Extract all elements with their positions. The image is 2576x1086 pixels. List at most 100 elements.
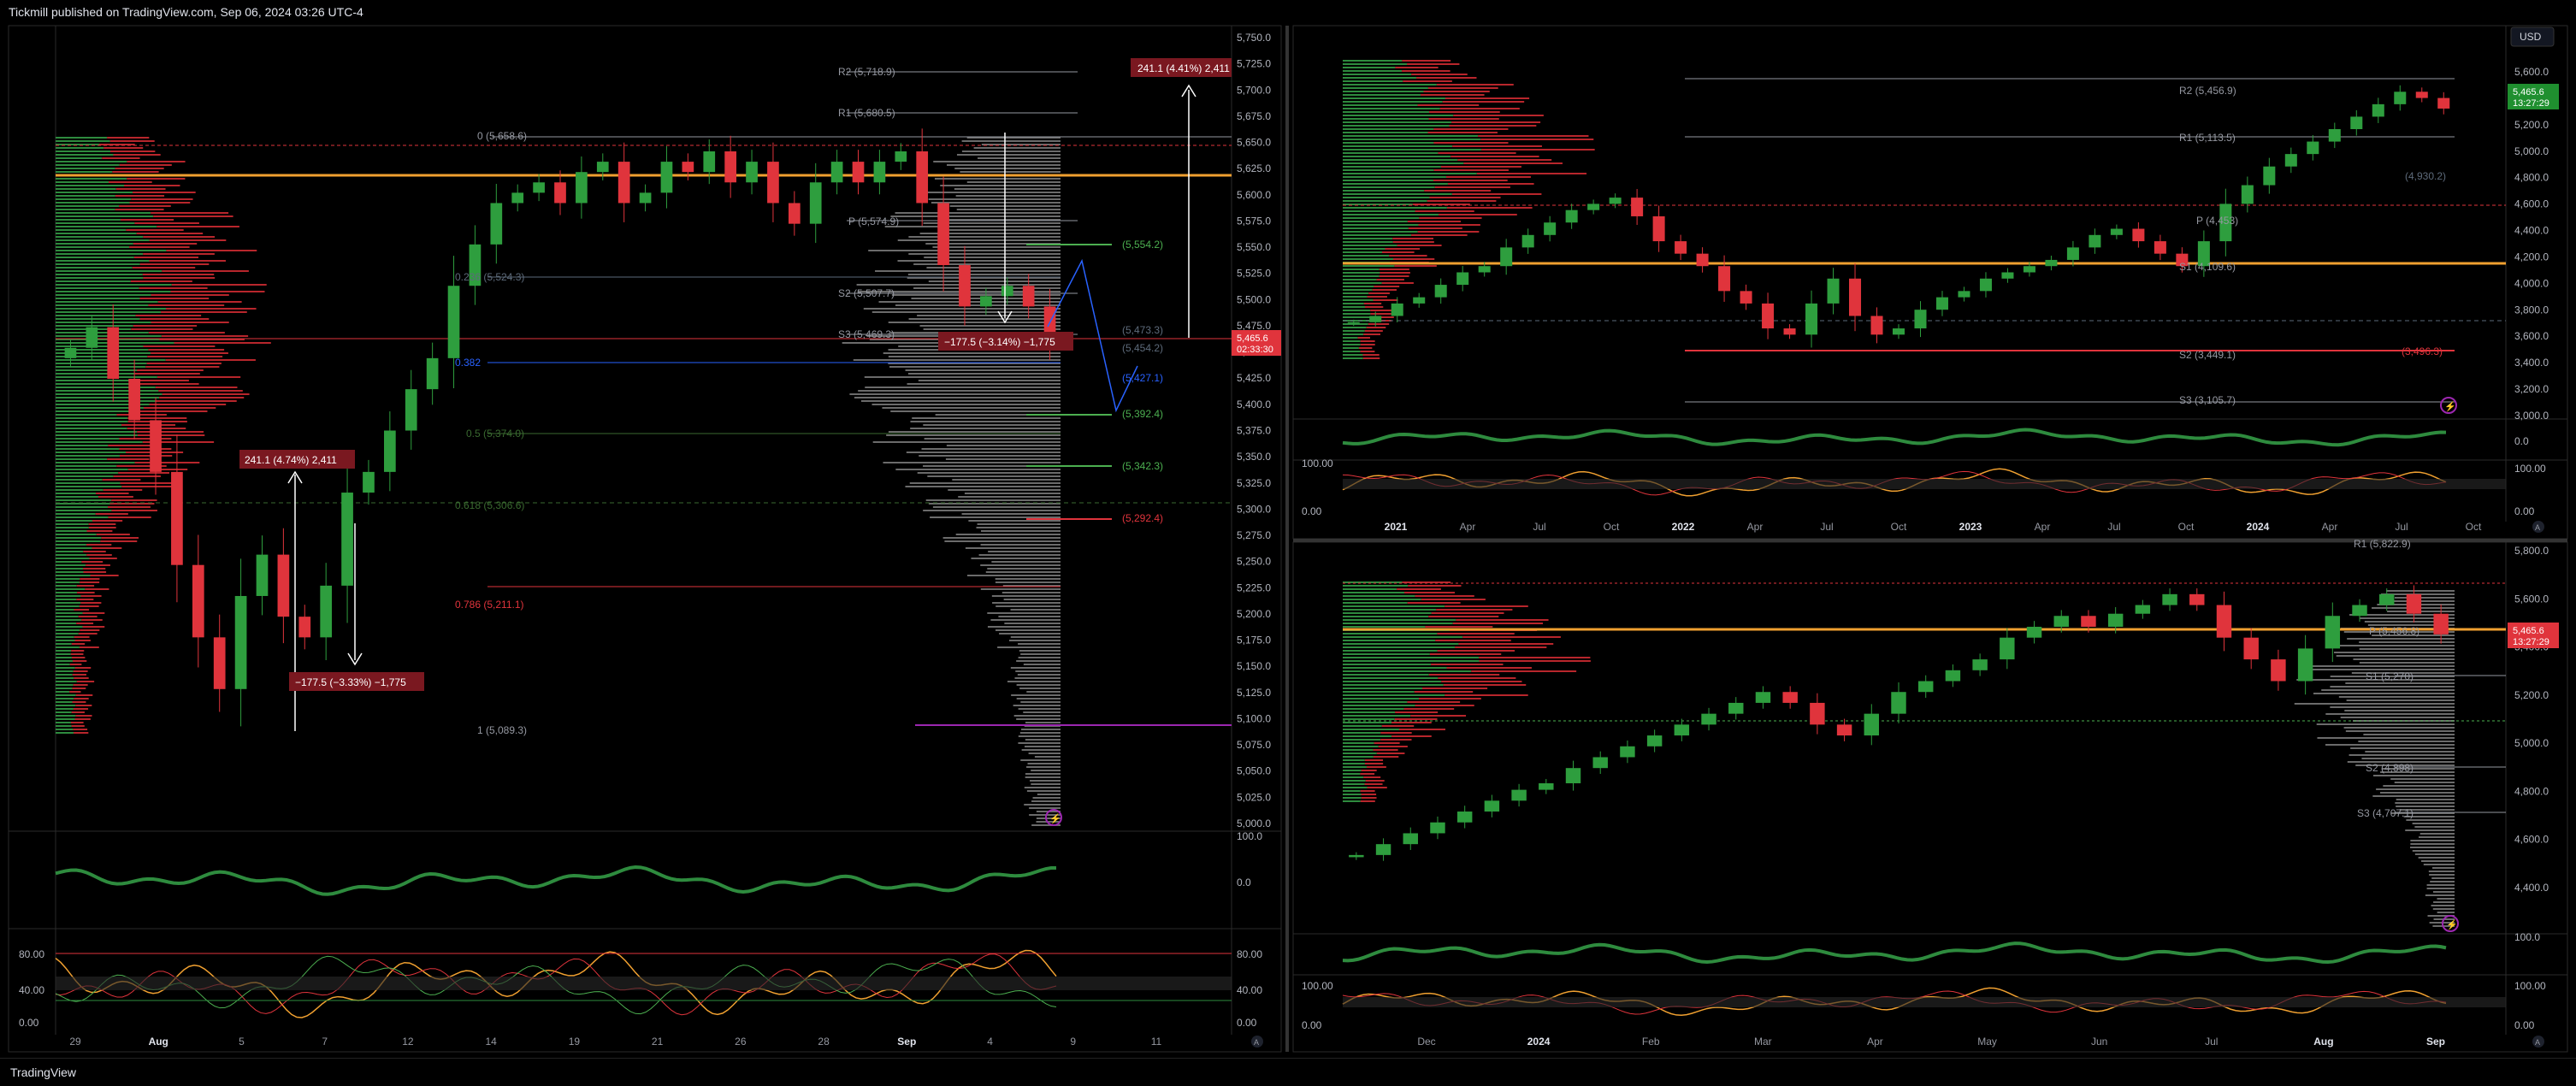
profile-bar (1343, 221, 1408, 222)
scale-settings-icon[interactable]: A (2532, 1036, 2544, 1048)
candle-body (2081, 616, 2096, 627)
profile-bar (56, 178, 127, 180)
time-tick-label: 19 (569, 1036, 581, 1048)
profile-bar (56, 233, 137, 234)
profile-bar (137, 434, 205, 436)
profile-bar (56, 558, 90, 559)
profile-bar (148, 349, 225, 351)
profile-bar (923, 510, 1061, 511)
profile-bar (1407, 221, 1461, 222)
profile-bar (174, 342, 271, 344)
profile-bar (130, 280, 192, 282)
candle-body (2110, 228, 2123, 235)
profile-bar (888, 363, 1061, 364)
pivot-p-label: P (5,574.9) (848, 215, 899, 227)
candle-body (1783, 328, 1796, 335)
fib-0382-label: 0.382 (455, 357, 481, 369)
profile-bar (895, 212, 1061, 214)
profile-bar (928, 280, 1061, 282)
profile-bar (56, 520, 92, 522)
profile-bar (56, 445, 109, 446)
measure-down-large[interactable]: −177.5 (−3.14%) −1,775 (938, 133, 1073, 351)
profile-bar (1415, 210, 1474, 212)
profile-bar (1343, 101, 1443, 103)
profile-bar (56, 595, 81, 597)
profile-bar (134, 373, 200, 375)
profile-bar (1343, 333, 1364, 335)
flash-icon[interactable]: ⚡ (1045, 809, 1062, 826)
profile-bar (56, 455, 120, 457)
price-tick-label: 5,350.0 (1237, 451, 1271, 463)
profile-bar (1374, 286, 1400, 287)
profile-bar (872, 441, 1061, 443)
profile-bar (1446, 207, 1533, 209)
profile-bar (2426, 888, 2455, 889)
profile-bar (928, 503, 1061, 505)
profile-bar (2350, 747, 2455, 749)
profile-bar (1001, 592, 1061, 593)
flash-icon[interactable]: ⚡ (2440, 397, 2457, 414)
profile-bar (82, 612, 105, 614)
profile-bar (56, 465, 117, 467)
profile-bar (910, 428, 1061, 429)
osc-band (1343, 479, 2506, 489)
profile-bar (2325, 713, 2455, 715)
flash-icon[interactable]: ⚡ (2442, 915, 2459, 932)
profile-bar (56, 698, 74, 699)
profile-bar (1415, 595, 1474, 597)
profile-bar (1478, 135, 1589, 137)
price-tick-label: 5,750.0 (1237, 32, 1271, 44)
candle-body (2243, 637, 2259, 660)
profile-bar (56, 291, 171, 292)
profile-bar (1343, 156, 1451, 157)
profile-bar (956, 209, 1061, 210)
profile-bar (71, 643, 86, 645)
profile-bar (56, 472, 119, 474)
profile-bar (2317, 737, 2455, 739)
scale-settings-icon[interactable]: A (2532, 521, 2544, 533)
profile-bar (56, 623, 77, 624)
profile-bar (2316, 723, 2455, 725)
profile-bar (56, 363, 147, 364)
profile-bar (56, 349, 149, 351)
candle-body (277, 554, 290, 617)
time-tick-label: Oct (1604, 521, 1620, 533)
forecast-path[interactable] (1047, 258, 1138, 413)
profile-bar (1343, 585, 1409, 587)
scale-settings-icon[interactable]: A (1251, 1036, 1263, 1048)
profile-bar (1343, 616, 1429, 617)
profile-bar (75, 705, 92, 706)
profile-bar (56, 257, 134, 258)
profile-bar (1343, 599, 1421, 600)
profile-bar (1343, 759, 1365, 761)
candle-body (1369, 316, 1382, 322)
br-price-tag: 5,465.6 13:27:29 (2508, 623, 2559, 648)
left-pivot-labels: R2 (5,718.9) R1 (5,680.5) P (5,574.9) S2… (838, 66, 899, 340)
level-label-4: (5,427.1) (1122, 372, 1163, 384)
profile-bar (1343, 135, 1479, 137)
profile-bar (1411, 234, 1468, 236)
currency-button[interactable]: USD (2510, 27, 2555, 47)
measure-up-large[interactable]: 241.1 (4.41%) 2,411 (1131, 58, 1232, 338)
profile-bar (131, 328, 193, 330)
candle-body (724, 151, 736, 183)
candle-body (1805, 303, 1818, 335)
profile-bar (1343, 111, 1430, 113)
profile-bar (1343, 756, 1374, 758)
profile-bar (149, 260, 226, 262)
profile-bar (56, 547, 92, 549)
profile-bar (56, 243, 133, 245)
profile-bar (931, 202, 1061, 204)
price-tick-label: 5,025.0 (1237, 791, 1271, 803)
candle-body (405, 389, 417, 431)
profile-bar (1343, 115, 1454, 116)
profile-bar (56, 345, 144, 347)
profile-bar (1343, 183, 1448, 185)
profile-bar (1343, 303, 1364, 304)
measure-down-small[interactable]: −177.5 (−3.33%) −1,775 (289, 523, 424, 691)
tradingview-logo[interactable]: TradingView (10, 1065, 77, 1079)
profile-bar (1364, 759, 1384, 761)
price-tick-label: 5,200.0 (2514, 119, 2549, 131)
profile-bar (2414, 826, 2455, 828)
